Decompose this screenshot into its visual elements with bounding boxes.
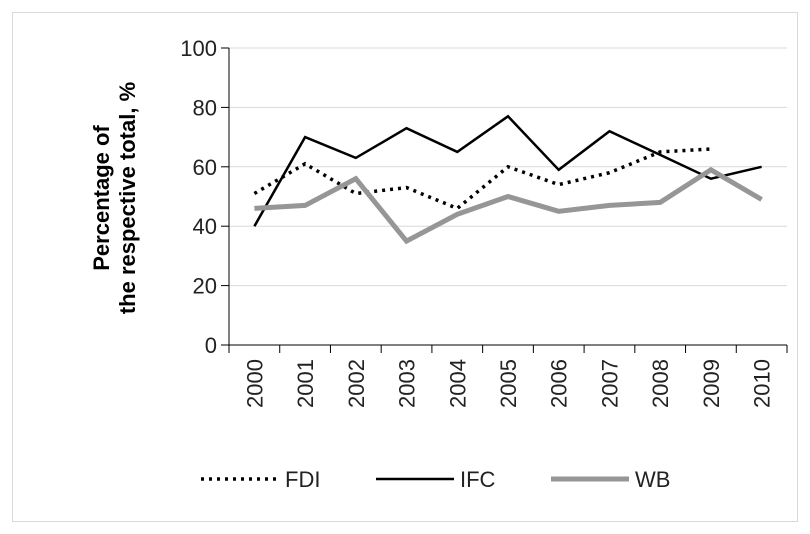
y-axis-title: Percentage of the respective total, % <box>89 82 140 314</box>
x-tick-label: 2003 <box>395 359 420 408</box>
series-line-wb <box>254 166 763 245</box>
legend-label-fdi: FDI <box>285 467 320 492</box>
y-axis-title-line1: Percentage of <box>89 125 114 271</box>
x-tick-label: 2008 <box>648 359 673 408</box>
chart-frame: 0 20 40 60 80 100 2000 2001 2002 2003 2004 2005 200… <box>12 12 798 522</box>
legend-label-wb: WB <box>635 467 670 492</box>
y-tick-label: 0 <box>205 333 217 358</box>
x-tick-label: 2006 <box>547 359 572 408</box>
y-tick-label: 20 <box>193 274 217 299</box>
series-lines <box>253 114 763 245</box>
x-tick-labels: 2000 2001 2002 2003 2004 2005 2006 2007 2008 2009… <box>242 359 774 408</box>
y-tick-label: 40 <box>193 214 217 239</box>
y-axis-title-line2: the respective total, % <box>115 82 140 314</box>
x-tick-label: 2005 <box>496 359 521 408</box>
x-tick-label: 2004 <box>445 359 470 408</box>
legend: FDI IFC WB <box>201 467 670 492</box>
axes <box>221 47 788 353</box>
y-tick-label: 80 <box>193 95 217 120</box>
x-tick-label: 2002 <box>344 359 369 408</box>
y-tick-label: 100 <box>180 36 217 61</box>
series-line-ifc <box>253 114 762 227</box>
legend-label-ifc: IFC <box>460 467 496 492</box>
y-tick-label: 60 <box>193 155 217 180</box>
x-tick-label: 2001 <box>293 359 318 408</box>
y-tick-labels: 0 20 40 60 80 100 <box>180 36 217 358</box>
x-tick-label: 2010 <box>750 359 775 408</box>
x-tick-label: 2007 <box>597 359 622 408</box>
x-tick-label: 2000 <box>242 359 267 408</box>
x-tick-label: 2009 <box>699 359 724 408</box>
series-line-fdi <box>253 147 711 211</box>
